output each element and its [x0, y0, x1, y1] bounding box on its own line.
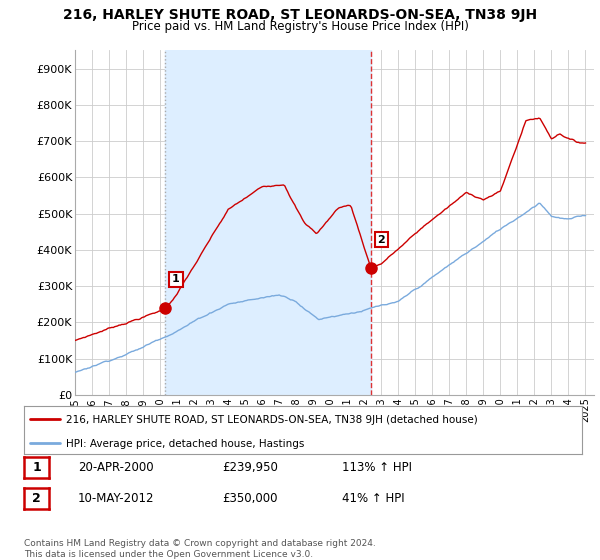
Text: £350,000: £350,000 [222, 492, 277, 505]
Text: Price paid vs. HM Land Registry's House Price Index (HPI): Price paid vs. HM Land Registry's House … [131, 20, 469, 32]
Text: £239,950: £239,950 [222, 461, 278, 474]
Text: HPI: Average price, detached house, Hastings: HPI: Average price, detached house, Hast… [66, 439, 304, 449]
Text: 10-MAY-2012: 10-MAY-2012 [78, 492, 155, 505]
Text: 41% ↑ HPI: 41% ↑ HPI [342, 492, 404, 505]
Text: 113% ↑ HPI: 113% ↑ HPI [342, 461, 412, 474]
Text: 1: 1 [172, 274, 180, 284]
Text: 2: 2 [32, 492, 41, 505]
Text: Contains HM Land Registry data © Crown copyright and database right 2024.
This d: Contains HM Land Registry data © Crown c… [24, 539, 376, 559]
Text: 1: 1 [32, 461, 41, 474]
Text: 2: 2 [377, 235, 385, 245]
Text: 20-APR-2000: 20-APR-2000 [78, 461, 154, 474]
Bar [165, 50, 371, 395]
Text: 216, HARLEY SHUTE ROAD, ST LEONARDS-ON-SEA, TN38 9JH: 216, HARLEY SHUTE ROAD, ST LEONARDS-ON-S… [63, 8, 537, 22]
Text: 216, HARLEY SHUTE ROAD, ST LEONARDS-ON-SEA, TN38 9JH (detached house): 216, HARLEY SHUTE ROAD, ST LEONARDS-ON-S… [66, 416, 478, 425]
